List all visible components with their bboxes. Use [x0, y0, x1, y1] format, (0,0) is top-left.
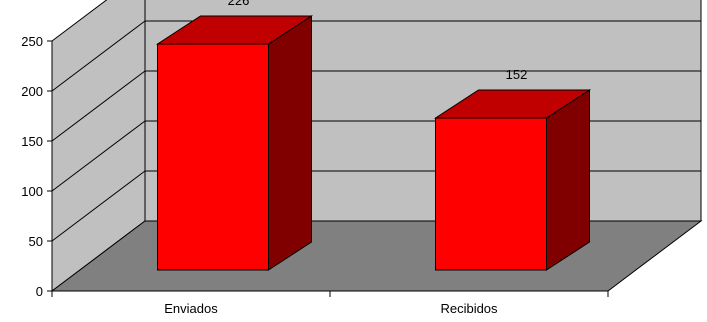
gridline-side [51, 70, 146, 142]
axes [47, 40, 609, 297]
floor [50, 220, 703, 292]
data-label: 226 [228, 0, 250, 8]
bar-side-face [268, 15, 312, 271]
category-label: Recibidos [440, 301, 498, 316]
bar-front-face [435, 117, 547, 271]
data-label: 152 [506, 67, 528, 82]
gridline-side [51, 120, 146, 192]
y-tick-label: 250 [21, 34, 43, 49]
gridline-side [51, 20, 146, 92]
category-label: Enviados [164, 301, 218, 316]
bars [155, 15, 592, 271]
labels: 0 50 100 150 200 250 226 Enviados 152 Recibidos [21, 0, 527, 316]
bar-recibidos [433, 89, 592, 271]
y-tick-label: 150 [21, 134, 43, 149]
y-tick-label: 200 [21, 84, 43, 99]
chart-walls [50, 0, 703, 293]
bar-side-face [546, 89, 590, 271]
y-tick-label: 0 [36, 284, 43, 299]
gridline-side [51, 170, 146, 242]
y-tick-label: 100 [21, 184, 43, 199]
bar-enviados [155, 15, 314, 271]
bar-front-face [157, 43, 269, 271]
y-tick-label: 50 [29, 234, 43, 249]
